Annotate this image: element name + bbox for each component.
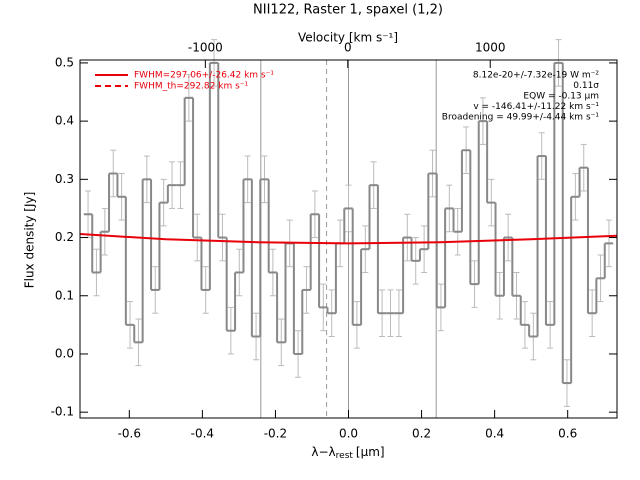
annotation: v = -146.41+/-11.22 km s⁻¹ xyxy=(473,102,599,112)
y-tick-label: -0.1 xyxy=(51,405,74,419)
x-tick-label: 0.6 xyxy=(558,427,577,441)
x-label-sub: rest xyxy=(336,451,354,461)
x2-tick-label: 1000 xyxy=(475,41,506,55)
y-axis-label: Flux density [Jy] xyxy=(23,192,37,289)
y-tick-label: 0.3 xyxy=(55,172,74,186)
fit-line xyxy=(79,233,618,245)
x-axis-label: λ−λrest [μm] xyxy=(311,445,384,461)
x2-tick-label: 0 xyxy=(344,41,352,55)
legend-label: FWHM_th=292.82 km s⁻¹ xyxy=(134,82,249,92)
legend-label: FWHM=297.06+/-26.42 km s⁻¹ xyxy=(134,71,274,81)
y-tick-label: 0.4 xyxy=(55,114,74,128)
chart-title: NII122, Raster 1, spaxel (1,2) xyxy=(253,3,443,18)
y-tick-label: 0.5 xyxy=(55,55,74,69)
annotation: 8.12e-20+/-7.32e-19 W m⁻² xyxy=(473,71,600,81)
y-tick-label: 0.2 xyxy=(55,230,74,244)
x-tick-label: -0.2 xyxy=(264,427,287,441)
x-label-main: λ−λ xyxy=(311,445,335,459)
x-tick-label: -0.4 xyxy=(191,427,214,441)
annotation: Broadening = 49.99+/-4.44 km s⁻¹ xyxy=(442,113,600,123)
x-tick-label: 0.0 xyxy=(339,427,358,441)
x-label-unit: [μm] xyxy=(356,445,385,459)
annotation: EQW = -0.13 μm xyxy=(523,92,599,102)
x-tick-label: -0.6 xyxy=(118,427,141,441)
x2-tick-label: -1000 xyxy=(188,41,223,55)
y-tick-label: 0.1 xyxy=(55,288,74,302)
x2-axis-label: Velocity [km s⁻¹] xyxy=(298,31,398,45)
x-tick-label: 0.2 xyxy=(412,427,431,441)
x-tick-label: 0.4 xyxy=(485,427,504,441)
annotation: 0.11σ xyxy=(573,81,599,91)
y-tick-label: 0.0 xyxy=(55,346,74,360)
